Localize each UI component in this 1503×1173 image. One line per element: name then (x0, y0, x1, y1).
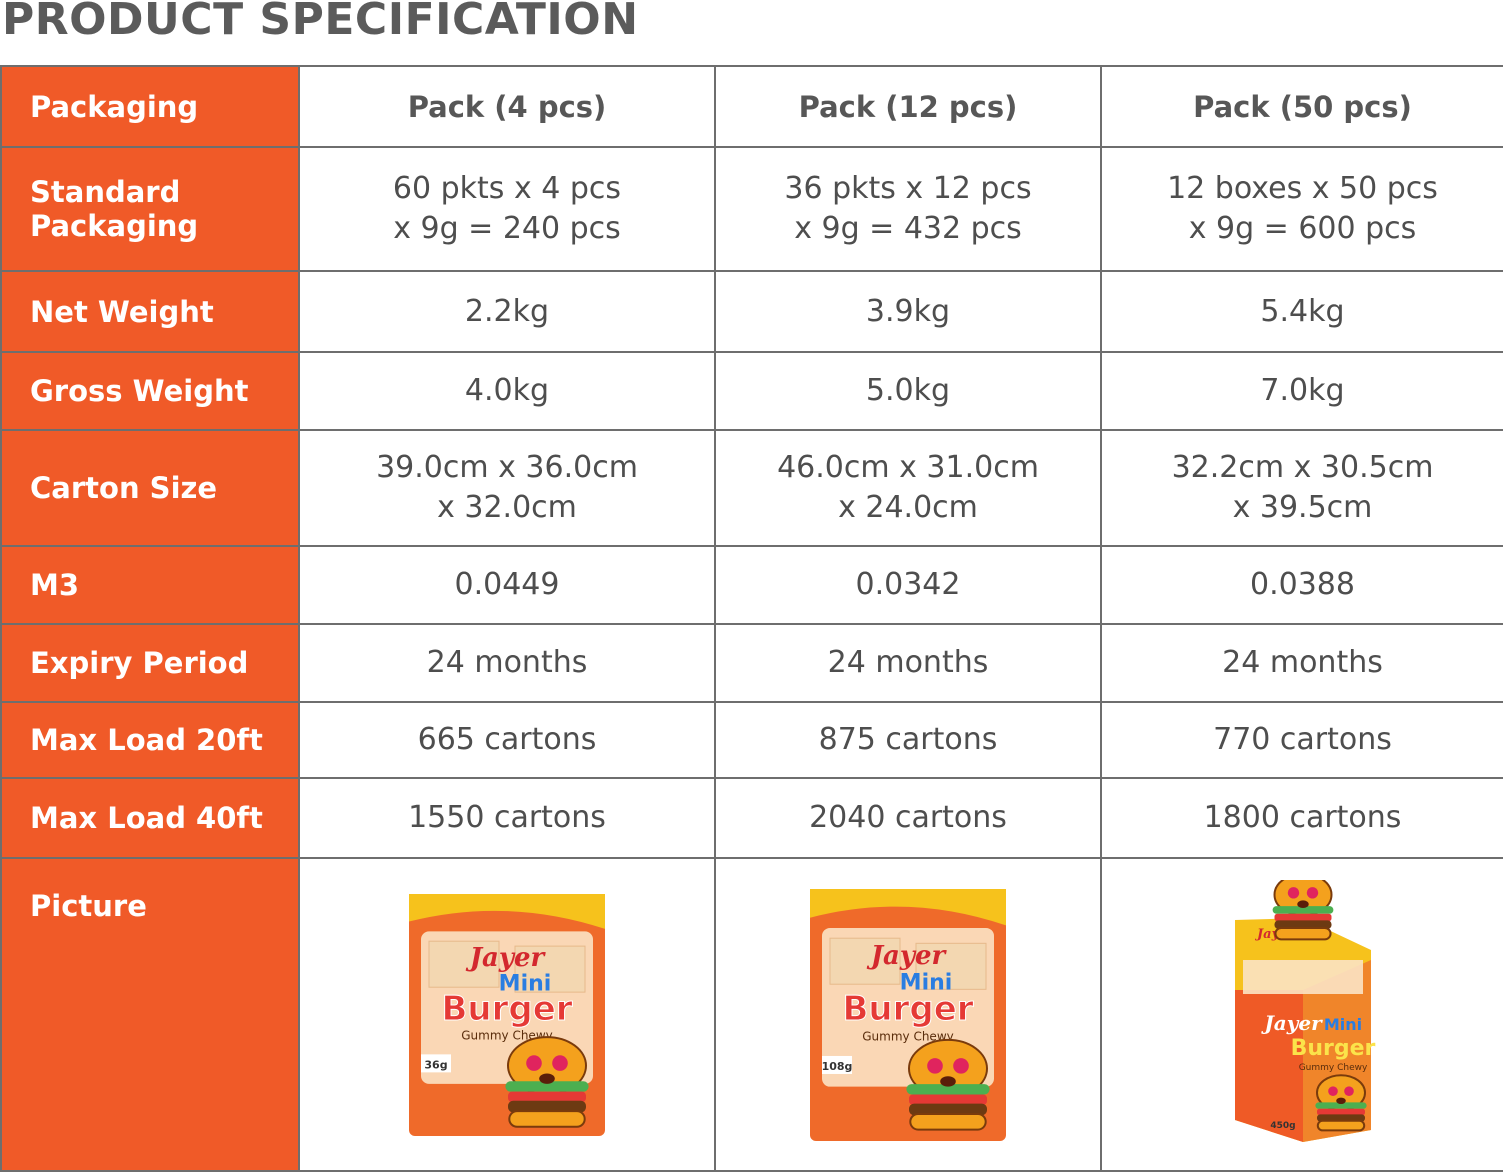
cell-line: 5.4kg (1260, 293, 1345, 329)
row-label-net-weight: Net Weight (0, 270, 300, 353)
cell-line: 2040 cartons (809, 800, 1007, 835)
svg-text:Jayer: Jayer (866, 940, 948, 970)
cell-standard-packaging-pack-4: 60 pkts x 4 pcs x 9g = 240 pcs (298, 146, 716, 272)
cell-line: 770 cartons (1213, 722, 1392, 757)
cell-line: x 39.5cm (1232, 490, 1373, 525)
cell-max-load-40ft-pack-4: 1550 cartons (298, 777, 716, 859)
picture-row: Picture Jayer Mini Burger Gummy Chewy 36g Jaye… (0, 857, 1503, 1172)
cell-line: 2.2kg (464, 293, 550, 329)
row-label-m3: M3 (0, 545, 300, 625)
svg-text:Mini: Mini (900, 970, 953, 995)
column-header-pack-50: Pack (50 pcs) (1100, 65, 1503, 148)
cell-line: 0.0449 (454, 567, 560, 602)
picture-cell-pack-4: Jayer Mini Burger Gummy Chewy 36g (298, 857, 716, 1172)
cell-max-load-40ft-pack-50: 1800 cartons (1100, 777, 1503, 859)
cell-line: 24 months (426, 645, 588, 680)
cell-line: 0.0342 (855, 567, 961, 602)
cell-line: x 9g = 240 pcs (393, 211, 621, 246)
cell-line: 3.9kg (865, 293, 951, 329)
row-label-carton-size: Carton Size (0, 429, 300, 547)
table-row: M3 0.0449 0.0342 0.0388 (0, 545, 1503, 625)
table-row: Gross Weight 4.0kg 5.0kg 7.0kg (0, 351, 1503, 431)
cell-gross-weight-pack-12: 5.0kg (714, 351, 1102, 431)
cell-carton-size-pack-4: 39.0cm x 36.0cm x 32.0cm (298, 429, 716, 547)
cell-max-load-40ft-pack-12: 2040 cartons (714, 777, 1102, 859)
cell-line: 875 cartons (818, 722, 998, 757)
column-header-pack-4: Pack (4 pcs) (298, 65, 716, 148)
cell-standard-packaging-pack-12: 36 pkts x 12 pcs x 9g = 432 pcs (714, 146, 1102, 272)
cell-m3-pack-4: 0.0449 (298, 545, 716, 625)
cell-line: 12 boxes x 50 pcs (1167, 171, 1438, 206)
svg-text:Mini: Mini (1323, 1015, 1361, 1034)
svg-text:Gummy Chewy: Gummy Chewy (862, 1029, 953, 1043)
row-label-max-load-20ft: Max Load 20ft (0, 701, 300, 779)
row-label-max-load-40ft: Max Load 40ft (0, 777, 300, 859)
cell-carton-size-pack-50: 32.2cm x 30.5cm x 39.5cm (1100, 429, 1503, 547)
svg-text:Jayer: Jayer (1260, 1011, 1323, 1035)
cell-standard-packaging-pack-50: 12 boxes x 50 pcs x 9g = 600 pcs (1100, 146, 1503, 272)
cell-line: 5.0kg (865, 373, 951, 408)
page-title: PRODUCT SPECIFICATION (2, 0, 639, 45)
cell-net-weight-pack-12: 3.9kg (714, 270, 1102, 353)
svg-text:Burger: Burger (1290, 1036, 1375, 1061)
cell-line: 46.0cm x 31.0cm (777, 450, 1039, 485)
cell-max-load-20ft-pack-12: 875 cartons (714, 701, 1102, 779)
cell-max-load-20ft-pack-50: 770 cartons (1100, 701, 1503, 779)
spec-table: Packaging Pack (4 pcs) Pack (12 pcs) Pac… (0, 65, 1503, 1172)
table-row: Standard Packaging 60 pkts x 4 pcs x 9g = … (0, 146, 1503, 272)
row-label-expiry-period: Expiry Period (0, 623, 300, 703)
cell-line: 1550 cartons (408, 800, 606, 835)
svg-text:108g: 108g (822, 1059, 853, 1072)
cell-gross-weight-pack-50: 7.0kg (1100, 351, 1503, 431)
column-header-pack-12: Pack (12 pcs) (714, 65, 1102, 148)
cell-line: 1800 cartons (1203, 800, 1402, 835)
cell-line: 36 pkts x 12 pcs (784, 171, 1032, 206)
table-row: Carton Size 39.0cm x 36.0cm x 32.0cm 46.0cm… (0, 429, 1503, 547)
svg-text:Mini: Mini (499, 971, 552, 996)
row-label-standard-packaging: Standard Packaging (0, 146, 300, 272)
table-row: Max Load 40ft 1550 cartons 2040 cartons 180… (0, 777, 1503, 859)
svg-text:Gummy Chewy: Gummy Chewy (1298, 1063, 1367, 1073)
cell-net-weight-pack-4: 2.2kg (298, 270, 716, 353)
cell-line: x 24.0cm (838, 490, 978, 525)
cell-line: 39.0cm x 36.0cm (376, 450, 638, 485)
header-row: Packaging Pack (4 pcs) Pack (12 pcs) Pac… (0, 65, 1503, 148)
cell-line: x 32.0cm (437, 490, 577, 525)
cell-line: 0.0388 (1250, 567, 1355, 602)
row-label-gross-weight: Gross Weight (0, 351, 300, 431)
cell-expiry-period-pack-4: 24 months (298, 623, 716, 703)
cell-max-load-20ft-pack-4: 665 cartons (298, 701, 716, 779)
picture-cell-pack-12: Jayer Mini Burger Gummy Chewy 108g (714, 857, 1102, 1172)
cell-expiry-period-pack-12: 24 months (714, 623, 1102, 703)
cell-m3-pack-12: 0.0342 (714, 545, 1102, 625)
row-label-picture: Picture (0, 857, 300, 1172)
cell-net-weight-pack-50: 5.4kg (1100, 270, 1503, 353)
cell-line: 60 pkts x 4 pcs (392, 171, 622, 206)
cell-line: 24 months (1222, 645, 1383, 680)
cell-line: x 9g = 600 pcs (1188, 211, 1417, 246)
cell-line: 24 months (827, 645, 989, 680)
table-row: Net Weight 2.2kg 3.9kg 5.4kg (0, 270, 1503, 353)
cell-expiry-period-pack-50: 24 months (1100, 623, 1503, 703)
cell-line: 7.0kg (1260, 373, 1345, 408)
table-row: Expiry Period 24 months 24 months 24 months (0, 623, 1503, 703)
svg-text:Burger: Burger (842, 989, 973, 1029)
cell-line: 665 cartons (417, 722, 597, 757)
cell-carton-size-pack-12: 46.0cm x 31.0cm x 24.0cm (714, 429, 1102, 547)
row-label-packaging: Packaging (0, 65, 300, 148)
svg-text:Burger: Burger (441, 988, 572, 1028)
cell-gross-weight-pack-4: 4.0kg (298, 351, 716, 431)
cell-m3-pack-50: 0.0388 (1100, 545, 1503, 625)
svg-text:36g: 36g (424, 1058, 447, 1071)
svg-text:Jayer: Jayer (465, 942, 547, 972)
cell-line: 32.2cm x 30.5cm (1171, 450, 1434, 485)
table-row: Max Load 20ft 665 cartons 875 cartons 770 c… (0, 701, 1503, 779)
cell-line: 4.0kg (464, 373, 550, 408)
cell-line: x 9g = 432 pcs (794, 211, 1022, 246)
svg-text:450g: 450g (1270, 1121, 1295, 1131)
